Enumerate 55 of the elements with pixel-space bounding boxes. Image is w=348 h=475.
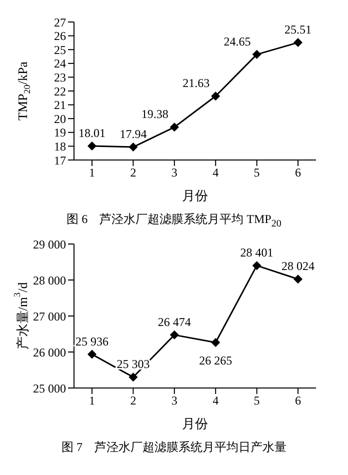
x-tick-label: 5 — [254, 394, 260, 408]
y-tick-label: 23 — [54, 70, 66, 84]
x-tick-label: 6 — [295, 394, 301, 408]
y-tick-label: 27 — [54, 15, 66, 30]
point — [88, 350, 96, 359]
data-label: 24.65 — [224, 34, 251, 48]
data-label: 26 474 — [158, 314, 191, 329]
data-label: 21.63 — [182, 76, 210, 90]
x-tick-label: 1 — [89, 166, 95, 180]
y-tick-label: 22 — [54, 84, 66, 98]
y-tick-label: 29 000 — [33, 237, 66, 252]
y-tick-label: 26 — [54, 29, 66, 44]
text: 图 7 芦泾水厂超滤膜系统月平均日产水量 — [60, 439, 288, 456]
x-axis-title: 月份 — [182, 416, 208, 431]
point — [211, 92, 220, 101]
y-tick-label: 25 — [54, 42, 66, 57]
data-label: 26 265 — [199, 353, 232, 368]
x-tick-label: 3 — [171, 166, 178, 180]
y-tick-label: 18 — [54, 139, 66, 154]
y-tick-label: 19 — [54, 126, 66, 140]
data-label: 17.94 — [120, 127, 147, 142]
x-tick-label: 3 — [171, 394, 178, 408]
point — [88, 142, 96, 151]
x-tick-label: 2 — [130, 166, 136, 180]
x-axis-title: 月份 — [182, 188, 208, 203]
point — [211, 338, 220, 347]
text: 图 6 芦泾水厂超滤膜系统月平均 TMP$_{20}$ — [66, 211, 282, 230]
data-label: 28 401 — [240, 246, 274, 260]
x-tick-label: 2 — [130, 394, 136, 408]
y-tick-label: 24 — [54, 56, 66, 71]
data-label: 19.38 — [141, 107, 168, 122]
y-tick-label: 17 — [54, 153, 66, 168]
point — [128, 372, 138, 382]
data-label: 25 936 — [76, 334, 108, 348]
y-tick-label: 26 000 — [33, 345, 66, 360]
x-tick-label: 4 — [212, 394, 219, 408]
y-tick-label: 28 000 — [33, 273, 66, 288]
data-label: 28 024 — [282, 259, 314, 274]
x-tick-label: 6 — [295, 166, 301, 180]
data-label: 25.51 — [284, 22, 312, 37]
point — [170, 122, 179, 132]
point — [252, 261, 262, 270]
point — [170, 330, 179, 340]
x-tick-label: 5 — [254, 166, 260, 180]
y-tick-label: 21 — [54, 98, 66, 112]
y-tick-label: 27 000 — [33, 309, 66, 324]
point — [294, 274, 302, 284]
y-tick-label: 25 000 — [33, 381, 66, 396]
data-label: 18.01 — [78, 126, 106, 140]
point — [294, 38, 302, 48]
x-tick-label: 1 — [89, 394, 95, 408]
point — [128, 142, 138, 152]
point — [252, 50, 262, 59]
x-tick-label: 4 — [212, 166, 219, 180]
y-tick-label: 20 — [54, 112, 66, 126]
